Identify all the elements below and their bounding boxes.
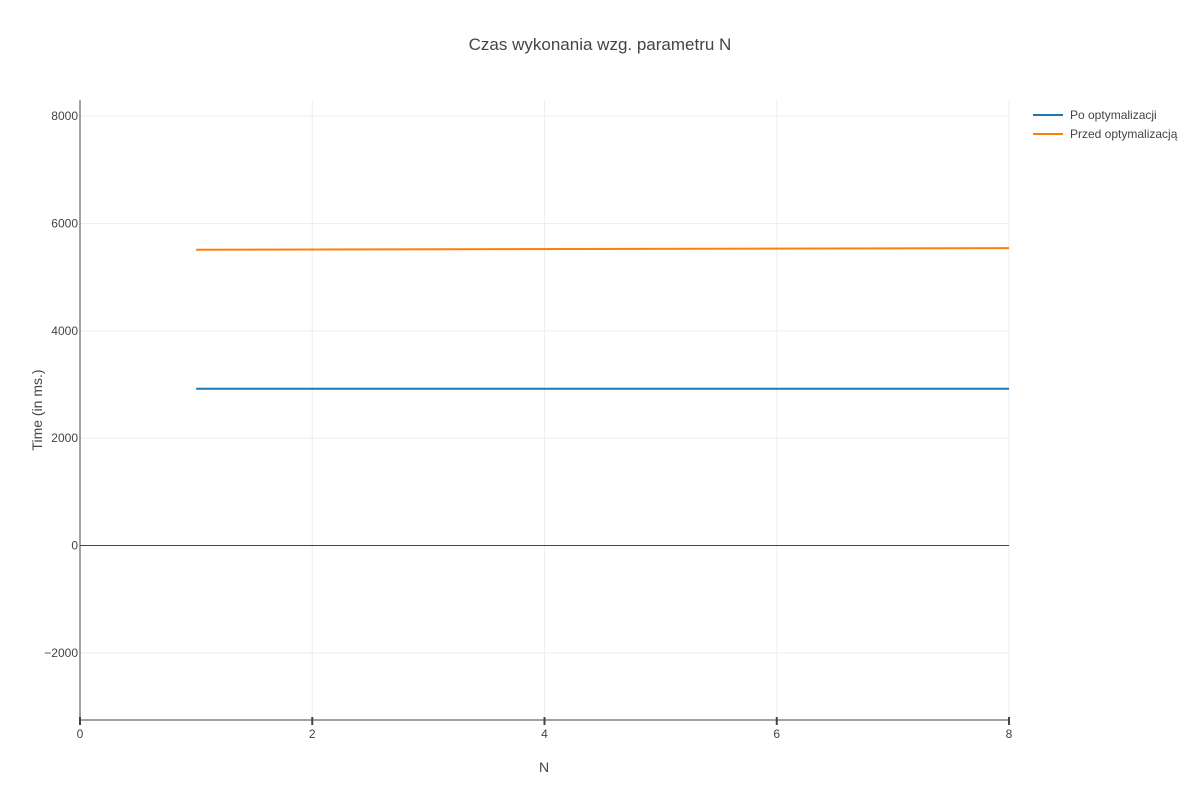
x-axis-label: N (539, 759, 549, 775)
legend-label: Przed optymalizacją (1070, 127, 1178, 141)
x-tick-label: 8 (1006, 727, 1013, 741)
legend-item-2[interactable]: Przed optymalizacją (1033, 127, 1178, 141)
legend[interactable]: Po optymalizacji Przed optymalizacją (1033, 108, 1178, 141)
x-tick-label: 2 (309, 727, 316, 741)
y-tick-label: 4000 (51, 324, 78, 338)
x-tick-label: 6 (773, 727, 780, 741)
y-grid (80, 115, 1009, 654)
y-tick-label: 2000 (51, 431, 78, 445)
y-tick-label: 0 (71, 539, 78, 553)
x-axis-ticks: 0 2 4 6 8 (77, 717, 1013, 741)
series-line-2 (196, 247, 1010, 251)
series-layer (196, 247, 1010, 390)
y-tick-label: 6000 (51, 216, 78, 230)
x-grid (311, 100, 1010, 720)
legend-label: Po optymalizacji (1070, 108, 1157, 122)
legend-item-1[interactable]: Po optymalizacji (1033, 108, 1157, 122)
x-tick-label: 0 (77, 727, 84, 741)
x-tick-label: 4 (541, 727, 548, 741)
y-tick-label: −2000 (44, 646, 78, 660)
y-tick-label: 8000 (51, 109, 78, 123)
chart-title: Czas wykonania wzg. parametru N (469, 35, 732, 54)
y-axis-ticks: −2000 0 2000 4000 6000 8000 (44, 109, 78, 660)
y-axis-label: Time (in ms.) (29, 369, 45, 450)
